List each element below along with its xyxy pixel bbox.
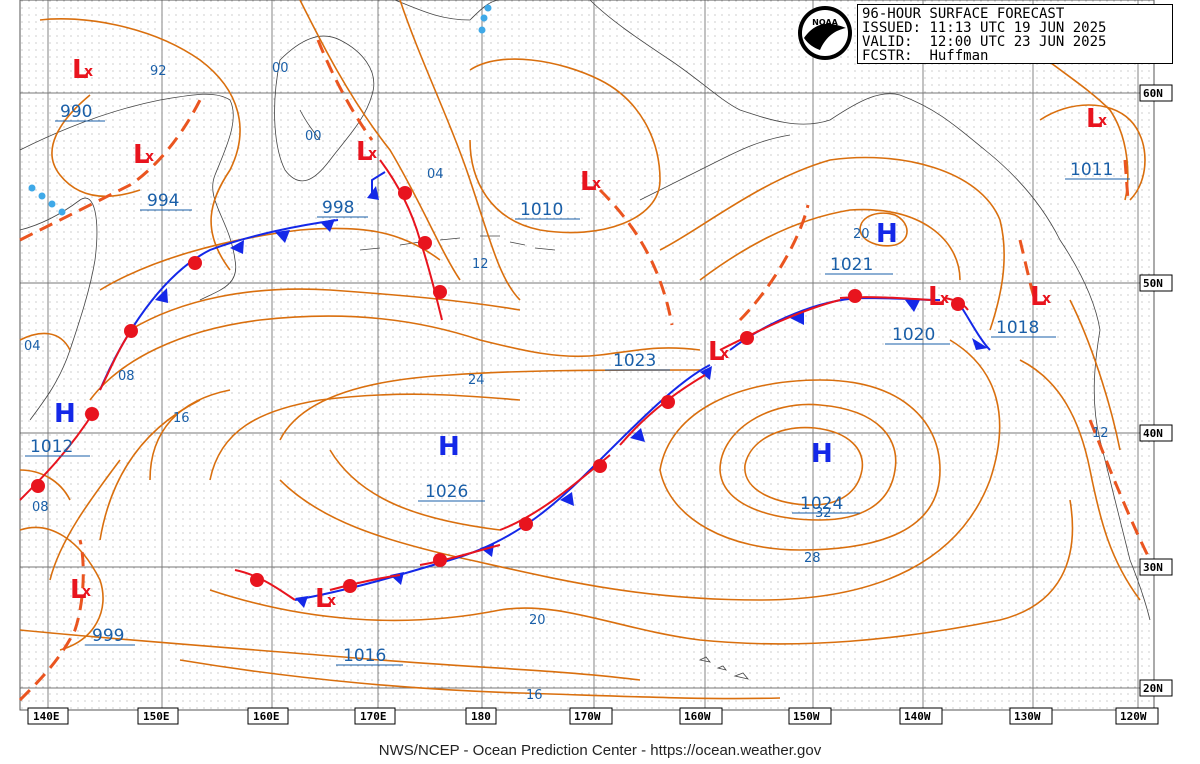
isobar-label: 08 xyxy=(118,369,135,384)
isobar-label: 20 xyxy=(853,227,870,242)
pressure-centers: Lx 990 Lx 994 Lx 998 Lx 1010 Lx 1011 H 1… xyxy=(25,55,1130,666)
center-value: 998 xyxy=(322,198,354,218)
center-value: 990 xyxy=(60,102,92,122)
isobar-label: 92 xyxy=(150,64,167,79)
low-symbol: L xyxy=(356,137,373,167)
lat-tick: 20N xyxy=(1143,682,1163,695)
lon-tick: 140W xyxy=(904,710,931,723)
lat-tick: 50N xyxy=(1143,277,1163,290)
low-symbol: L xyxy=(928,282,945,312)
low-symbol: L xyxy=(72,55,89,85)
fcstr-value: Huffman xyxy=(929,48,989,64)
low-symbol: L xyxy=(1030,282,1047,312)
latitude-axis: 60N 50N 40N 30N 20N xyxy=(1139,84,1173,697)
svg-text:x: x xyxy=(1098,113,1107,129)
longitude-axis: 140E 150E 160E 170E 180 170W 160W 150W 1… xyxy=(27,707,1159,725)
isobar-labels: 92 00 00 04 12 24 16 08 04 08 20 28 32 2… xyxy=(24,61,1109,703)
isobar-label: 12 xyxy=(472,257,489,272)
fine-grid xyxy=(20,0,1154,710)
isobar-label: 00 xyxy=(305,129,322,144)
svg-text:x: x xyxy=(720,346,729,362)
issued-value: 11:13 UTC 19 JUN 2025 xyxy=(929,20,1107,36)
svg-text:x: x xyxy=(327,593,336,609)
center-value: 1016 xyxy=(343,646,386,666)
high-symbol: H xyxy=(811,439,833,469)
lon-tick: 160E xyxy=(253,710,280,723)
center-value: 1012 xyxy=(30,437,73,457)
svg-text:x: x xyxy=(592,176,601,192)
isobar-label: 00 xyxy=(272,61,289,76)
warm-front-semicircles xyxy=(31,186,965,593)
lon-tick: 180 xyxy=(471,710,491,723)
lon-tick: 120W xyxy=(1120,710,1147,723)
footer-credit: NWS/NCEP - Ocean Prediction Center - htt… xyxy=(378,742,822,759)
center-value: 1024 xyxy=(800,494,843,514)
isobar-label: 08 xyxy=(32,500,49,515)
isobar-label: 16 xyxy=(526,688,543,703)
lon-tick: 170E xyxy=(360,710,387,723)
isobar-label: 24 xyxy=(468,373,485,388)
forecast-title: 96-HOUR SURFACE FORECAST xyxy=(862,6,1065,22)
forecast-info-box: 96-HOUR SURFACE FORECAST ISSUED: 11:13 U… xyxy=(857,4,1173,64)
noaa-logo-text: NOAA xyxy=(812,18,838,27)
lat-tick: 60N xyxy=(1143,87,1163,100)
low-symbol: L xyxy=(70,575,87,605)
ice-edge-dots xyxy=(28,4,492,216)
isobar-label: 04 xyxy=(24,339,41,354)
isobar-label: 04 xyxy=(427,167,444,182)
fcstr-label: FCSTR: xyxy=(862,48,913,64)
isobar-label: 16 xyxy=(173,411,190,426)
center-value: 1026 xyxy=(425,482,468,502)
high-symbol: H xyxy=(438,432,460,462)
lat-tick: 40N xyxy=(1143,427,1163,440)
center-value: 999 xyxy=(92,626,124,646)
noaa-logo: NOAA xyxy=(798,6,852,60)
isobar-label: 28 xyxy=(804,551,821,566)
high-symbol: H xyxy=(54,399,76,429)
isobar-label: 20 xyxy=(529,613,546,628)
low-symbol: L xyxy=(708,337,725,367)
troughs xyxy=(18,39,1152,702)
center-value: 1011 xyxy=(1070,160,1113,180)
svg-text:x: x xyxy=(368,146,377,162)
svg-text:x: x xyxy=(1042,291,1051,307)
valid-label: VALID: xyxy=(862,34,913,50)
svg-text:x: x xyxy=(84,64,93,80)
center-value: 1021 xyxy=(830,255,873,275)
lon-tick: 140E xyxy=(33,710,60,723)
issued-label: ISSUED: xyxy=(862,20,922,36)
svg-text:x: x xyxy=(82,584,91,600)
low-symbol: L xyxy=(315,584,332,614)
coastlines xyxy=(19,0,1151,680)
svg-text:x: x xyxy=(940,291,949,307)
lat-tick: 30N xyxy=(1143,561,1163,574)
center-value: 994 xyxy=(147,191,179,211)
center-value: 1018 xyxy=(996,318,1039,338)
lon-tick: 160W xyxy=(684,710,711,723)
low-symbol: L xyxy=(133,140,150,170)
center-value: 1023 xyxy=(613,351,656,371)
lon-tick: 150W xyxy=(793,710,820,723)
svg-text:x: x xyxy=(145,149,154,165)
center-value: 1010 xyxy=(520,200,563,220)
lon-tick: 150E xyxy=(143,710,170,723)
isobar-label: 12 xyxy=(1092,426,1109,441)
low-symbol: L xyxy=(1086,104,1103,134)
low-symbol: L xyxy=(580,167,597,197)
lon-tick: 130W xyxy=(1014,710,1041,723)
lon-tick: 170W xyxy=(574,710,601,723)
center-value: 1020 xyxy=(892,325,935,345)
high-symbol: H xyxy=(876,219,898,249)
valid-value: 12:00 UTC 23 JUN 2025 xyxy=(929,34,1107,50)
